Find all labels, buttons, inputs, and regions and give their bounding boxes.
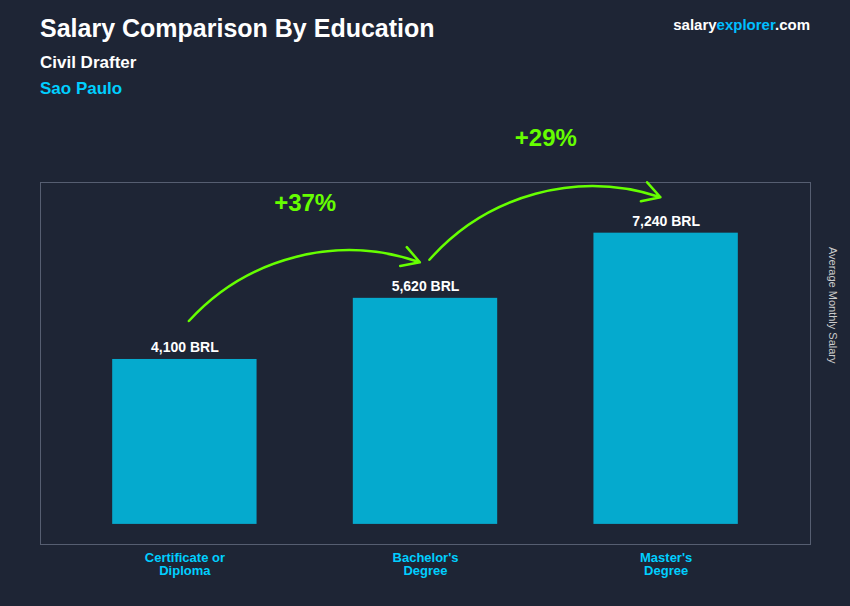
html-text:Sao Paulo: Sao Paulo xyxy=(40,79,123,98)
svg-text:5,620 BRL: 5,620 BRL xyxy=(392,278,460,294)
svg-text:Average Monthly Salary: Average Monthly Salary xyxy=(827,247,839,364)
svg-text:Certificate orDiploma: Certificate orDiploma xyxy=(145,550,225,578)
svg-text:Bachelor'sDegree: Bachelor'sDegree xyxy=(393,550,459,578)
svg-text:+37%: +37% xyxy=(274,189,336,216)
svg-text:+29%: +29% xyxy=(515,124,577,151)
svg-text:7,240 BRL: 7,240 BRL xyxy=(632,213,700,229)
html-text:Salary Comparison By Education: Salary Comparison By Education xyxy=(40,14,435,42)
svg-text:4,100 BRL: 4,100 BRL xyxy=(151,339,219,355)
html-text:Civil Drafter: Civil Drafter xyxy=(40,53,137,72)
html-text:salary explorer.com: salary explorer.com xyxy=(673,16,810,33)
svg-text:Master'sDegree: Master'sDegree xyxy=(640,550,692,578)
